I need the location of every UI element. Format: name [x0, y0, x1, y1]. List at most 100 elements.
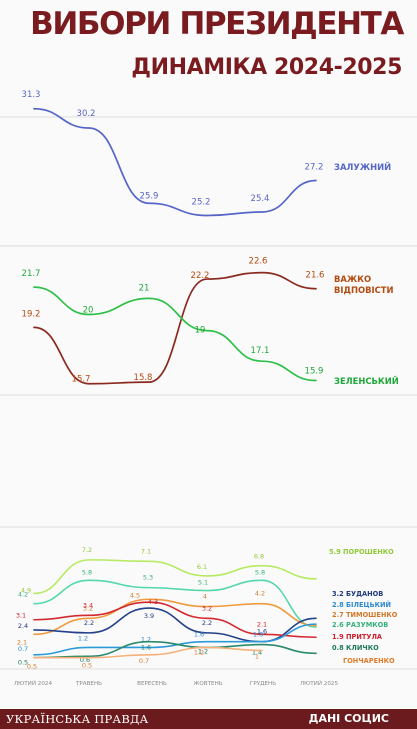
series-3-3-label-4: 4.2 — [255, 590, 265, 598]
series-1-1-name: ЗАЛУЖНИЙ — [334, 161, 391, 172]
series-3-6-last-value: 2.8 — [332, 601, 344, 609]
series-3-7-label-0: 0.5 — [18, 659, 28, 667]
series-3-5-label-3: 3.2 — [202, 604, 212, 612]
series-3-8-label-2: 0.7 — [139, 657, 149, 665]
series-2-2-label-3: 19 — [195, 326, 206, 336]
series-2-1-label-0: 19.2 — [22, 309, 41, 319]
series-3-2-line — [33, 579, 317, 628]
series-3-6-label-3: 1.6 — [194, 631, 204, 639]
series-3-7-label-2: 1.6 — [141, 644, 151, 652]
x-tick-label-5: ЛЮТИЙ 2025 — [300, 680, 338, 687]
series-2-2-label-2: 21 — [139, 283, 150, 293]
series-1-1: 31.3 30.2 25.9 25.2 25.4 27.2 ЗАЛУЖНИЙ — [22, 90, 391, 217]
series-3-3-label-1: 3.2 — [83, 604, 93, 612]
series-3-2-last-value: 2.6 — [332, 621, 344, 629]
series-3-6-label-0: 0.7 — [18, 645, 28, 653]
series-3-5-last-value: 1.9 — [332, 633, 344, 641]
series-3-1-label-2: 7.1 — [141, 547, 151, 555]
series-3-4-label-2: 3.9 — [144, 612, 154, 620]
series-2-1-label-3: 22.2 — [191, 271, 210, 281]
series-2-2-label-0: 21.7 — [22, 269, 41, 279]
series-3-8-label-4: 1 — [255, 652, 259, 660]
series-3-1-last-value: 5.9 — [329, 548, 341, 556]
series-3-4-label-0: 2.4 — [18, 622, 28, 630]
series-3-2-name: РАЗУМКОВ — [346, 621, 388, 629]
series-1-1-label-2: 25.9 — [140, 191, 159, 201]
source-credit: ДАНІ СОЦИС — [308, 712, 389, 725]
series-3-8-label-1: 0.5 — [82, 662, 92, 670]
series-3-6-label-2: 1.2 — [141, 635, 151, 643]
series-1-1-label-3: 25.2 — [192, 198, 211, 208]
series-3-5-name: ПРИТУЛА — [346, 633, 383, 641]
source-logo-ukrainska-pravda: УКРАЇНСЬКА ПРАВДА — [6, 712, 149, 726]
series-1-1-label-5: 27.2 — [305, 163, 324, 173]
x-axis: ЛЮТИЙ 2024 ТРАВЕНЬ ВЕРЕСЕНЬ ЖОВТЕНЬ ГРУДЕНЬ Л… — [14, 680, 338, 687]
x-tick-label-1: ТРАВЕНЬ — [75, 681, 102, 687]
series-3-3-name: ТИМОШЕНКО — [346, 611, 398, 619]
series-2-2-label-4: 17.1 — [251, 346, 270, 356]
series-3-1-line — [33, 559, 317, 595]
series-3-3-label-0: 2.1 — [17, 638, 27, 646]
x-tick-label-0: ЛЮТИЙ 2024 — [14, 680, 52, 687]
series-3-2-label-2: 5.3 — [143, 574, 153, 582]
series-3-8-label-3: 1.2 — [194, 648, 204, 656]
series-3-3-label-2: 4.5 — [130, 591, 140, 599]
x-tick-label-3: ЖОВТЕНЬ — [193, 681, 222, 687]
series-3-8-line — [33, 646, 263, 659]
series-3-6-line — [33, 623, 317, 656]
series-3-1-label-3: 6.1 — [197, 563, 207, 571]
series-2-2-name: ЗЕЛЕНСЬКИЙ — [334, 375, 399, 386]
series-3-1-label-1: 7.2 — [82, 546, 92, 554]
series-2-1-label-1: 15.7 — [72, 375, 91, 385]
series-3-4-label-1: 2.2 — [84, 619, 94, 627]
series-3-5-label-0: 3.1 — [16, 612, 26, 620]
series-3-4-label-4: 1.6 — [257, 628, 267, 636]
series-3-6-label-4: 1.6 — [253, 631, 263, 639]
series-3-8-label-0: 0.5 — [27, 663, 37, 671]
panel-2: 19.215.7 15.822.222.621.6 ВАЖКОВІДПОВІСТИ2… — [22, 257, 399, 386]
series-1-1-line — [33, 107, 317, 217]
grid-lines — [0, 116, 417, 670]
series-3-3-last-value: 2.7 — [332, 611, 344, 619]
series-2-1-line — [33, 271, 317, 385]
page-title: ВИБОРИ ПРЕЗИДЕНТА — [30, 6, 404, 42]
series-3-7-line — [33, 640, 317, 659]
series-3-4-last-value: 3.2 — [332, 590, 344, 598]
x-tick-label-2: ВЕРЕСЕНЬ — [137, 681, 167, 687]
series-3-6-label-1: 1.2 — [78, 634, 88, 642]
series-3-7-label-1: 0.6 — [80, 656, 90, 664]
series-3-5-line — [33, 601, 317, 639]
series-3-2-label-4: 5.8 — [255, 568, 265, 576]
panel-1: 31.3 30.2 25.9 25.2 25.4 27.2 ЗАЛУЖНИЙ — [22, 90, 391, 217]
series-3-3-line — [33, 598, 317, 636]
series-1-1-label-1: 30.2 — [77, 109, 96, 119]
series-2-1-label-5: 21.6 — [306, 271, 325, 281]
series-1-1-label-4: 25.4 — [251, 194, 270, 204]
series-3-5-label-2: 4.3 — [148, 598, 158, 606]
series-3-6-name: БІЛЕЦЬКИЙ — [346, 600, 391, 609]
series-3-8: 0.5 0.5 0.7 1.2 1 ГОНЧАРЕНКО — [27, 646, 395, 671]
series-3-2-label-0: 4.2 — [18, 591, 28, 599]
series-3-2-label-1: 5.8 — [82, 568, 92, 576]
series-3-1-label-4: 6.8 — [254, 553, 264, 561]
series-3-2-label-3: 5.1 — [198, 579, 208, 587]
series-1-1-label-0: 31.3 — [22, 90, 41, 100]
series-3-4-line — [33, 607, 317, 643]
series-3-7-last-value: 0.8 — [332, 644, 344, 652]
series-2-2-line — [33, 286, 317, 382]
series-3-1-name: ПОРОШЕНКО — [343, 548, 394, 556]
series-2-2-label-5: 15.9 — [305, 367, 324, 377]
series-2-2-label-1: 20 — [83, 306, 94, 316]
series-3-7-label-4: 1.4 — [252, 649, 262, 657]
series-3-7-name: КЛИЧКО — [346, 644, 379, 652]
